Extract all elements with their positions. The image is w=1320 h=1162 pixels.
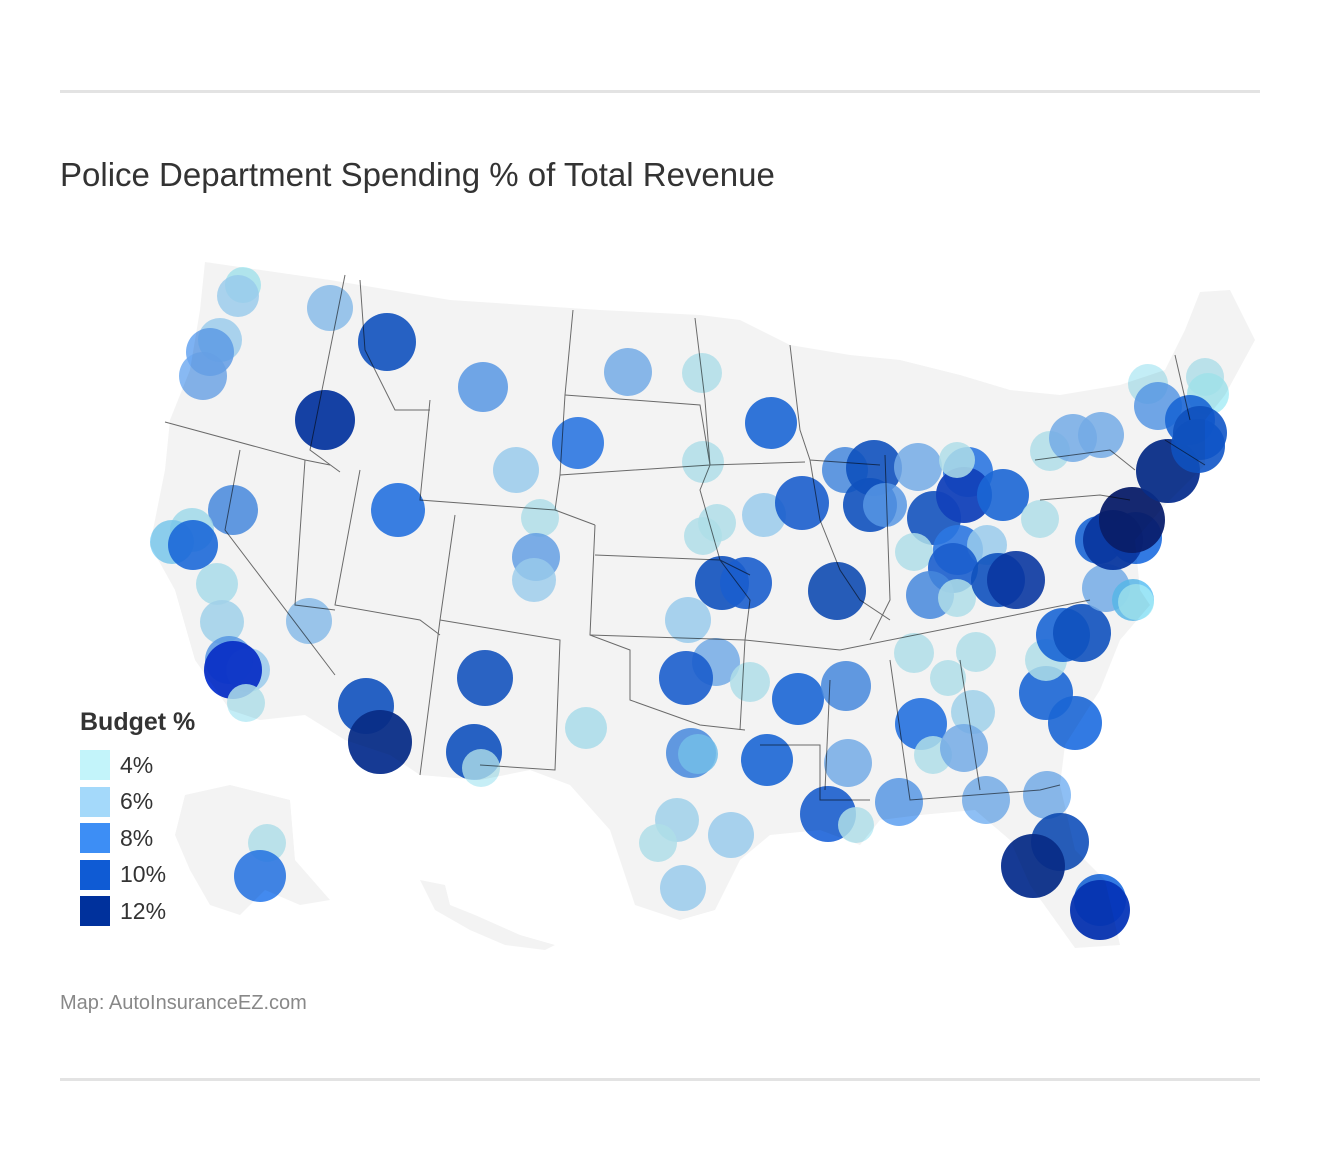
- city-marker: [1171, 419, 1225, 473]
- city-marker: [894, 633, 934, 673]
- city-marker: [348, 710, 412, 774]
- legend: Budget % 4% 6% 8% 10% 12%: [80, 708, 195, 930]
- city-marker: [665, 597, 711, 643]
- city-marker: [824, 739, 872, 787]
- city-marker: [200, 600, 244, 644]
- city-marker: [1001, 834, 1065, 898]
- legend-item: 8%: [80, 820, 195, 857]
- city-marker: [1099, 487, 1165, 553]
- city-marker: [775, 476, 829, 530]
- city-marker: [863, 483, 907, 527]
- city-marker: [457, 650, 513, 706]
- city-marker: [552, 417, 604, 469]
- city-marker: [565, 707, 607, 749]
- city-marker: [307, 285, 353, 331]
- city-marker: [1118, 584, 1154, 620]
- city-marker: [698, 504, 736, 542]
- city-marker: [708, 812, 754, 858]
- city-marker: [720, 557, 772, 609]
- city-marker: [512, 558, 556, 602]
- legend-item: 6%: [80, 784, 195, 821]
- city-marker: [939, 442, 975, 478]
- city-marker: [956, 632, 996, 672]
- city-marker: [208, 485, 258, 535]
- city-marker: [838, 807, 874, 843]
- city-marker: [936, 467, 992, 523]
- city-marker: [1021, 500, 1059, 538]
- city-marker: [1070, 880, 1130, 940]
- city-marker: [196, 563, 238, 605]
- city-marker: [639, 824, 677, 862]
- city-marker: [493, 447, 539, 493]
- city-marker: [962, 776, 1010, 824]
- legend-swatch: [80, 750, 110, 781]
- legend-item: 10%: [80, 857, 195, 894]
- city-marker: [227, 684, 265, 722]
- legend-item: 12%: [80, 893, 195, 930]
- city-marker: [358, 313, 416, 371]
- city-marker: [1078, 412, 1124, 458]
- hawaii-land: [420, 880, 555, 950]
- legend-swatch: [80, 823, 110, 854]
- legend-swatch: [80, 786, 110, 817]
- city-marker: [821, 661, 871, 711]
- city-marker: [659, 651, 713, 705]
- city-marker: [1048, 696, 1102, 750]
- city-marker: [168, 520, 218, 570]
- bottom-rule: [60, 1078, 1260, 1081]
- city-marker: [987, 551, 1045, 609]
- city-marker: [295, 390, 355, 450]
- city-marker: [217, 275, 259, 317]
- city-marker: [894, 443, 942, 491]
- legend-items: 4% 6% 8% 10% 12%: [80, 747, 195, 930]
- city-marker: [604, 348, 652, 396]
- top-rule: [60, 90, 1260, 93]
- city-marker: [730, 662, 770, 702]
- city-marker: [462, 749, 500, 787]
- city-marker: [930, 660, 966, 696]
- legend-label: 4%: [120, 751, 154, 778]
- city-marker: [1053, 604, 1111, 662]
- city-marker: [895, 533, 933, 571]
- city-marker: [741, 734, 793, 786]
- page-title: Police Department Spending % of Total Re…: [60, 156, 775, 193]
- city-marker: [940, 724, 988, 772]
- city-marker: [521, 499, 559, 537]
- city-marker: [682, 353, 722, 393]
- legend-label: 12%: [120, 897, 167, 924]
- legend-label: 8%: [120, 824, 154, 851]
- legend-swatch: [80, 859, 110, 890]
- city-marker: [1023, 771, 1071, 819]
- city-marker: [458, 362, 508, 412]
- city-marker: [179, 352, 227, 400]
- city-marker: [745, 397, 797, 449]
- city-marker: [234, 850, 286, 902]
- city-marker: [371, 483, 425, 537]
- city-marker: [286, 598, 332, 644]
- city-marker: [875, 778, 923, 826]
- city-marker: [977, 469, 1029, 521]
- city-marker: [772, 673, 824, 725]
- legend-label: 10%: [120, 861, 167, 888]
- source-credit: Map: AutoInsuranceEZ.com: [60, 992, 307, 1014]
- city-marker: [808, 562, 866, 620]
- city-marker: [742, 493, 786, 537]
- legend-item: 4%: [80, 747, 195, 784]
- city-marker: [678, 734, 718, 774]
- city-marker: [951, 690, 995, 734]
- city-marker: [682, 441, 724, 483]
- city-marker: [938, 579, 976, 617]
- legend-label: 6%: [120, 788, 154, 815]
- city-marker: [660, 865, 706, 911]
- legend-title: Budget %: [80, 708, 196, 736]
- legend-swatch: [80, 896, 110, 927]
- city-markers: [150, 267, 1229, 940]
